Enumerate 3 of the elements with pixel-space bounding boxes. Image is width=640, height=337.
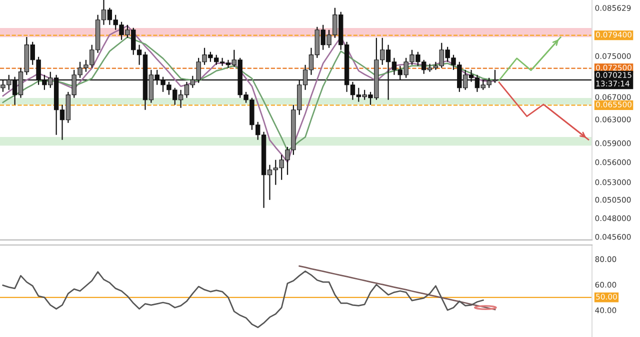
line-series <box>2 25 496 163</box>
line-series <box>298 265 496 310</box>
line-series <box>2 270 484 328</box>
